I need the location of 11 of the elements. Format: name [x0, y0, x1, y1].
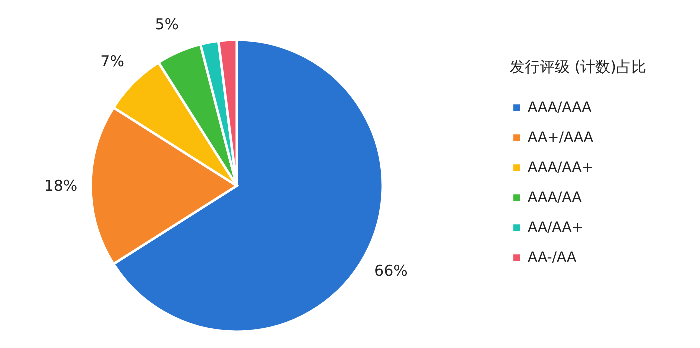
- data-label: 5%: [155, 15, 179, 34]
- data-label: 18%: [44, 177, 78, 195]
- legend-label: AA/AA+: [528, 220, 584, 236]
- legend-label: AAA/AAA: [528, 100, 592, 116]
- data-label: 7%: [100, 52, 124, 71]
- legend-label: AAA/AA: [528, 190, 582, 206]
- legend-title: 发行评级 (计数)占比: [510, 58, 646, 76]
- legend-label: AA+/AAA: [528, 130, 594, 146]
- legend-label: AA-/AA: [528, 250, 577, 266]
- data-label: 66%: [374, 262, 408, 280]
- legend-label: AAA/AA+: [528, 160, 594, 176]
